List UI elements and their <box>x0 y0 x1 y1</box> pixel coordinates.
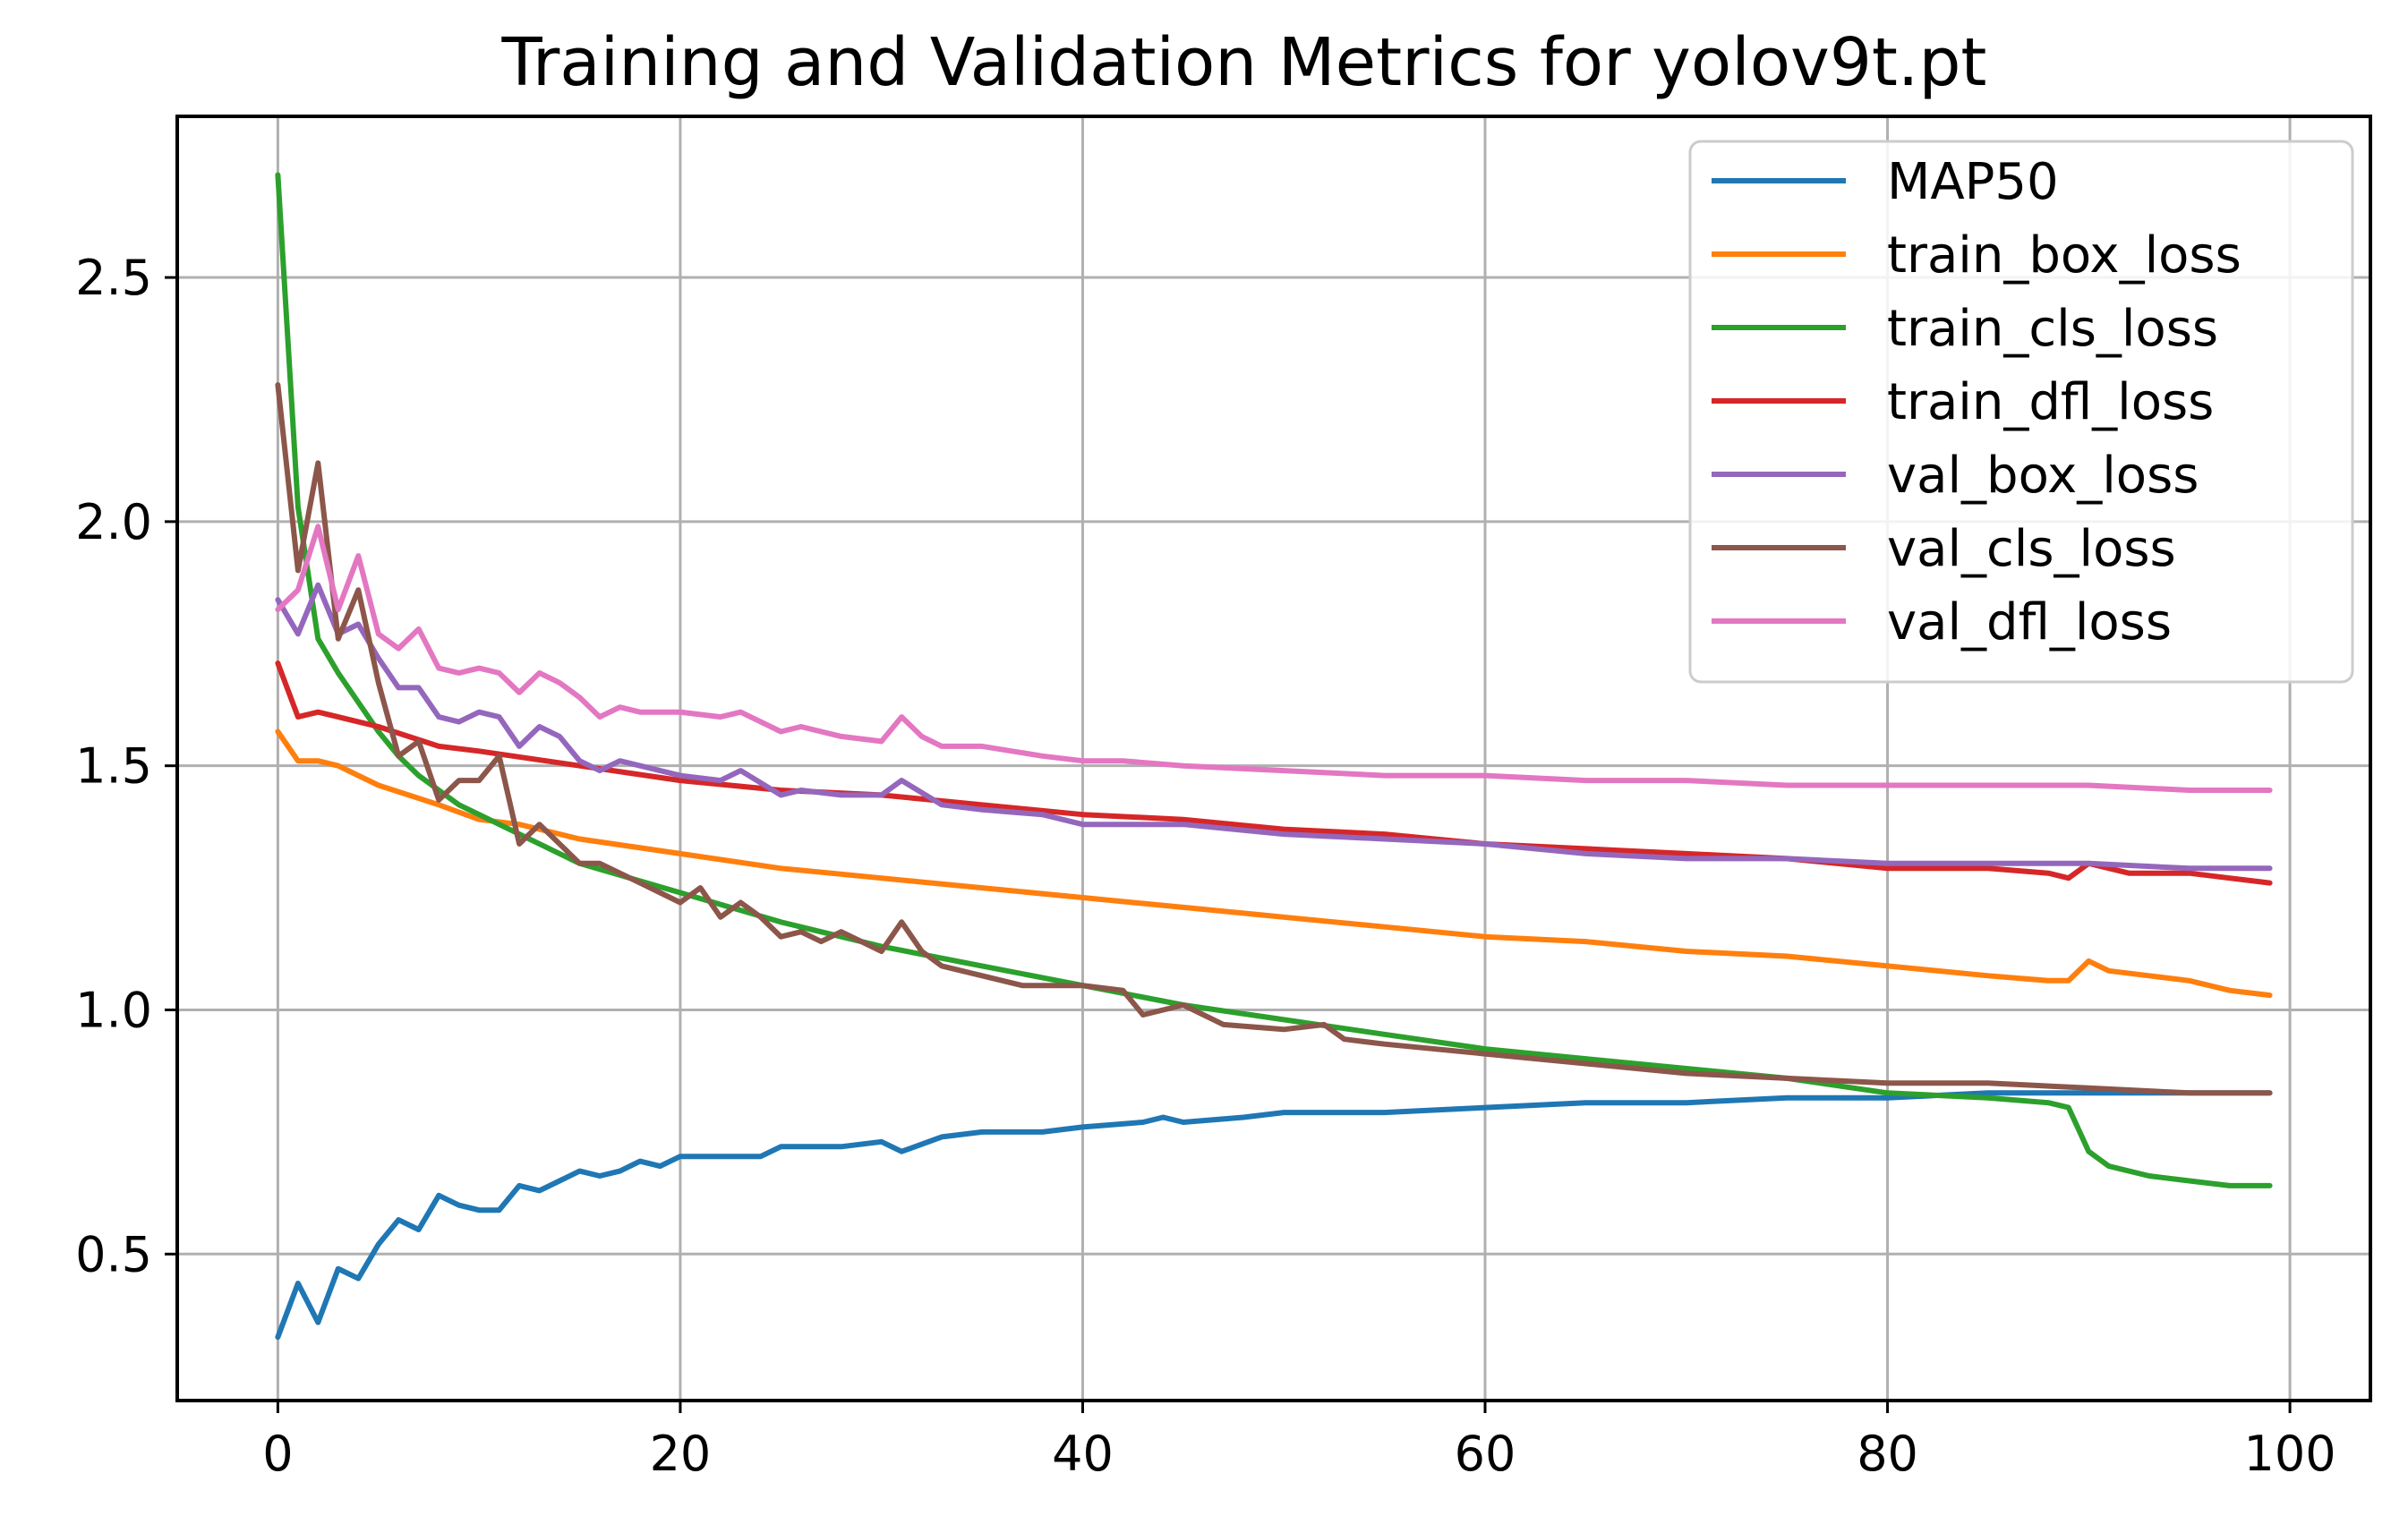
y-tick-label: 0.5 <box>75 1226 152 1282</box>
chart-title: Training and Validation Metrics for yolo… <box>501 24 1987 101</box>
x-tick-label: 0 <box>262 1426 293 1482</box>
legend-box <box>1688 140 2354 684</box>
x-tick-label: 40 <box>1052 1426 1114 1482</box>
legend-label-train-cls-loss: train_cls_loss <box>1887 300 2218 358</box>
y-tick-label: 2.0 <box>75 494 152 550</box>
legend-label-val-dfl-loss: val_dfl_loss <box>1887 593 2172 652</box>
series-line-val-dfl-loss <box>275 524 2273 793</box>
plot-frame <box>175 115 2372 1402</box>
series-line-val-cls-loss <box>275 382 2273 1096</box>
y-tick-label: 2.5 <box>75 250 152 306</box>
series-line-val-box-loss <box>275 582 2273 872</box>
legend-label-train-box-loss: train_box_loss <box>1887 226 2241 285</box>
x-axis: 0 20 40 60 80 100 <box>262 1401 2336 1482</box>
series-line-map50 <box>275 1090 2273 1341</box>
series-line-train-box-loss <box>275 728 2273 999</box>
legend: MAP50 train_box_loss train_cls_loss train_d… <box>1688 140 2354 684</box>
legend-label-val-box-loss: val_box_loss <box>1887 447 2199 505</box>
x-tick-label: 100 <box>2244 1426 2336 1482</box>
y-tick-label: 1.5 <box>75 738 152 795</box>
x-tick-label: 80 <box>1857 1426 1918 1482</box>
y-tick-label: 1.0 <box>75 982 152 1038</box>
legend-label-train-dfl-loss: train_dfl_loss <box>1887 373 2214 431</box>
y-axis: 0.5 1.0 1.5 2.0 2.5 <box>75 250 177 1282</box>
x-tick-label: 60 <box>1455 1426 1516 1482</box>
legend-label-val-cls-loss: val_cls_loss <box>1887 520 2176 578</box>
x-tick-label: 20 <box>650 1426 712 1482</box>
legend-label-map50: MAP50 <box>1887 153 2059 211</box>
series-lines <box>275 172 2273 1341</box>
